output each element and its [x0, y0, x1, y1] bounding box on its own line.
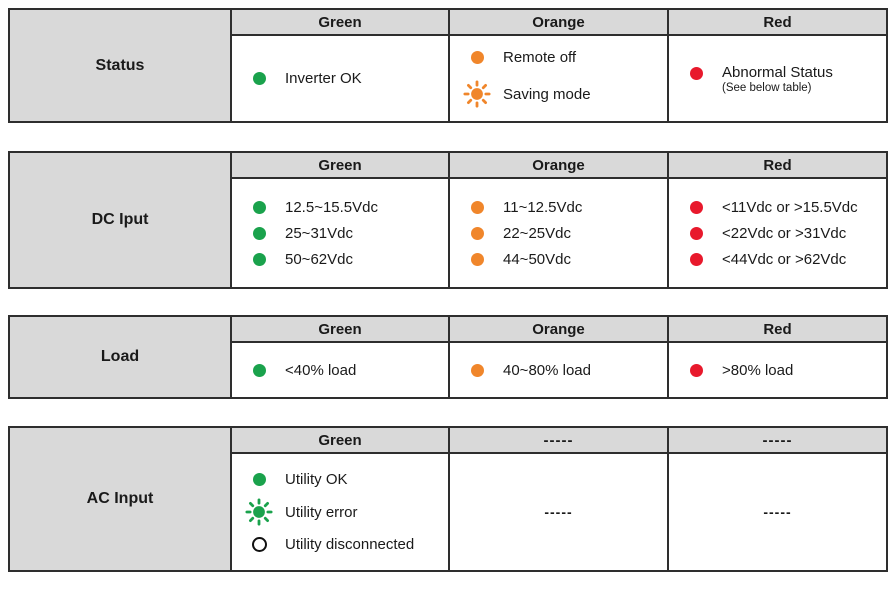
status-orange-cell: Remote off [448, 34, 669, 123]
dc-item: 44~50Vdc [463, 251, 665, 268]
load-item-label: <40% load [285, 361, 357, 379]
dc-orange-cell: 11~12.5Vdc 22~25Vdc 44~50Vdc [448, 177, 669, 289]
dc-col-orange: Orange [448, 151, 669, 179]
dc-item: 11~12.5Vdc [463, 199, 665, 216]
ac-col-dash-2: ----- [667, 426, 888, 454]
dc-item-label: 50~62Vdc [285, 250, 353, 268]
status-col-orange: Orange [448, 8, 669, 36]
status-red-cell: Abnormal Status (See below table) [667, 34, 888, 123]
ac-dash-cell-2: ----- [667, 452, 888, 572]
load-col-orange: Orange [448, 315, 669, 343]
load-item: >80% load [682, 362, 884, 379]
dc-col-green: Green [230, 151, 450, 179]
status-col-green: Green [230, 8, 450, 36]
load-item-label: 40~80% load [503, 361, 591, 379]
orange-dot-icon [470, 363, 484, 377]
dc-item-label: <44Vdc or >62Vdc [722, 250, 847, 268]
orange-dot-icon [470, 252, 484, 266]
status-col-red: Red [667, 8, 888, 36]
dc-item-label: 22~25Vdc [503, 224, 571, 242]
status-item: Inverter OK [245, 70, 446, 87]
dc-item-label: <22Vdc or >31Vdc [722, 224, 847, 242]
dc-item-label: 44~50Vdc [503, 250, 571, 268]
dc-item-label: 25~31Vdc [285, 224, 353, 242]
status-item-note: (See below table) [722, 81, 812, 94]
ac-input-table: AC Input Green ----- ----- Utility OK [8, 426, 888, 572]
status-green-cell: Inverter OK [230, 34, 450, 123]
load-table: Load Green Orange Red <40% load 40~80% l… [8, 315, 888, 399]
ac-item-label: Utility disconnected [285, 536, 415, 553]
green-dot-icon [252, 226, 266, 240]
load-orange-cell: 40~80% load [448, 341, 669, 399]
dc-item: <22Vdc or >31Vdc [682, 225, 884, 242]
status-row-label: Status [8, 8, 232, 123]
red-dot-icon [689, 363, 703, 377]
green-sun-icon [245, 498, 273, 526]
status-item: Abnormal Status (See below table) [682, 64, 884, 94]
load-red-cell: >80% load [667, 341, 888, 399]
ac-item: Utility disconnected [245, 536, 446, 553]
ac-item-label: Utility error [285, 503, 358, 521]
ac-col-dash-1: ----- [448, 426, 669, 454]
load-green-cell: <40% load [230, 341, 450, 399]
ac-col-green: Green [230, 426, 450, 454]
dc-item: <44Vdc or >62Vdc [682, 251, 884, 268]
green-dot-icon [252, 252, 266, 266]
ac-green-cell: Utility OK [230, 452, 450, 572]
dc-input-row-label: DC Iput [8, 151, 232, 289]
green-dot-icon [252, 473, 266, 486]
status-item: Saving mode [463, 80, 665, 108]
ac-item: Utility OK [245, 471, 446, 488]
dc-item-label: <11Vdc or >15.5Vdc [722, 198, 858, 216]
dc-item: 22~25Vdc [463, 225, 665, 242]
load-col-red: Red [667, 315, 888, 343]
green-dot-icon [252, 200, 266, 214]
dc-item-label: 11~12.5Vdc [503, 198, 583, 216]
ac-dash-cell-1: ----- [448, 452, 669, 572]
hollow-circle-icon [251, 537, 267, 552]
page: Status Green Orange Red Inverter OK Remo… [8, 8, 888, 572]
load-row-label: Load [8, 315, 232, 399]
orange-dot-icon [470, 200, 484, 214]
status-item-label: Abnormal Status [722, 63, 833, 81]
load-item-label: >80% load [722, 361, 794, 379]
status-table: Status Green Orange Red Inverter OK Remo… [8, 8, 888, 123]
dc-item-label: 12.5~15.5Vdc [285, 198, 378, 216]
orange-sun-icon [463, 80, 491, 108]
ac-item: Utility error [245, 498, 446, 526]
ac-input-row-label: AC Input [8, 426, 232, 572]
status-item-label: Inverter OK [285, 70, 362, 87]
green-dot-icon [252, 72, 266, 85]
red-dot-icon [689, 200, 703, 214]
red-dot-icon [689, 66, 703, 80]
orange-dot-icon [470, 226, 484, 240]
orange-dot-icon [470, 51, 484, 64]
load-col-green: Green [230, 315, 450, 343]
dc-green-cell: 12.5~15.5Vdc 25~31Vdc 50~62Vdc [230, 177, 450, 289]
dc-item: 12.5~15.5Vdc [245, 199, 446, 216]
dc-col-red: Red [667, 151, 888, 179]
red-dot-icon [689, 252, 703, 266]
dc-red-cell: <11Vdc or >15.5Vdc <22Vdc or >31Vdc <44V… [667, 177, 888, 289]
load-item: 40~80% load [463, 362, 665, 379]
status-item-label: Remote off [503, 49, 577, 66]
status-item-label: Saving mode [503, 85, 591, 103]
dc-input-table: DC Iput Green Orange Red 12.5~15.5Vdc 25… [8, 151, 888, 289]
dc-item: <11Vdc or >15.5Vdc [682, 199, 884, 216]
status-item: Remote off [463, 49, 665, 66]
red-dot-icon [689, 226, 703, 240]
dc-item: 50~62Vdc [245, 251, 446, 268]
ac-item-label: Utility OK [285, 471, 348, 488]
load-item: <40% load [245, 362, 446, 379]
dc-item: 25~31Vdc [245, 225, 446, 242]
green-dot-icon [252, 363, 266, 377]
